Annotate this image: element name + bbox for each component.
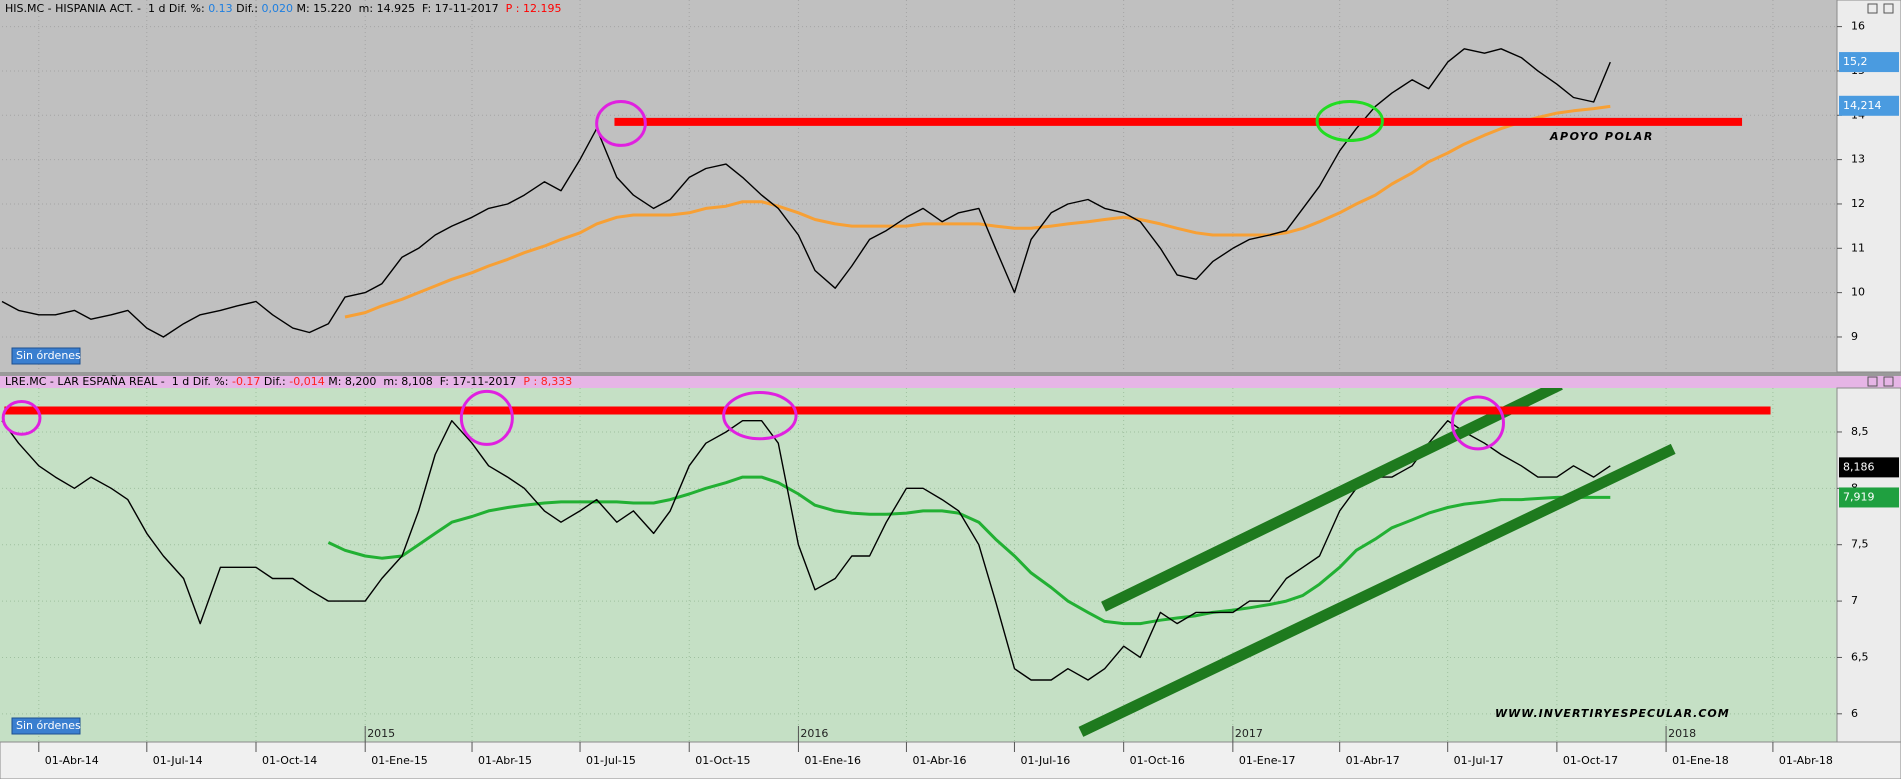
price-line	[1, 420, 1611, 681]
highlight-circle	[1450, 395, 1505, 451]
y-tick-label: 16	[1851, 20, 1865, 33]
x-tick-label: 01-Abr-15	[478, 754, 532, 767]
x-tick-label: 01-Jul-15	[586, 754, 636, 767]
orders-badge-label: Sin órdenes	[16, 349, 81, 362]
year-label: 2018	[1668, 727, 1696, 740]
x-tick-label: 01-Oct-16	[1130, 754, 1185, 767]
panel-separator	[0, 372, 1901, 376]
header-part: P : 12.195	[506, 2, 562, 15]
year-label: 2016	[800, 727, 828, 740]
x-tick-label: 01-Abr-18	[1779, 754, 1833, 767]
trend-channel-line	[1078, 443, 1676, 737]
x-tick-label: 01-Abr-17	[1346, 754, 1400, 767]
header-part: Dif.:	[233, 2, 262, 15]
orders-badge-label: Sin órdenes	[16, 719, 81, 732]
highlight-circle	[1, 400, 42, 436]
x-tick-label: 01-Ene-15	[371, 754, 428, 767]
button[interactable]	[1867, 376, 1878, 387]
y-tick-label: 10	[1851, 286, 1865, 299]
x-tick-label: 01-Oct-15	[695, 754, 750, 767]
highlight-circle	[595, 100, 647, 147]
highlight-circle	[1315, 100, 1384, 143]
last-value-label: 7,919	[1843, 490, 1875, 503]
y-tick-label: 7	[1851, 594, 1858, 607]
x-tick-label: 01-Ene-18	[1672, 754, 1729, 767]
panel-background	[0, 388, 1837, 742]
last-value-label: 15,2	[1843, 55, 1868, 68]
watermark: WWW.INVERTIRYESPECULAR.COM	[1495, 707, 1730, 720]
last-value-label: 8,186	[1843, 460, 1875, 473]
instrument-header: LRE.MC - LAR ESPAÑA REAL - 1 d Dif. %: -…	[5, 375, 572, 388]
x-tick-label: 01-Oct-17	[1563, 754, 1618, 767]
x-tick-label: 01-Ene-17	[1239, 754, 1296, 767]
x-tick-label: 01-Abr-14	[45, 754, 99, 767]
y-tick-label: 6	[1851, 707, 1858, 720]
last-value-box	[1839, 457, 1899, 478]
year-label: 2017	[1235, 727, 1263, 740]
header-part: 0,020	[261, 2, 293, 15]
highlight-circle	[722, 391, 798, 441]
annotation: APOYO POLAR	[1549, 130, 1654, 143]
header-part: -0,014	[289, 375, 324, 388]
price-axis	[1836, 387, 1901, 743]
moving-average	[327, 475, 1611, 626]
orders-badge	[11, 347, 81, 365]
header-part: M: 15.220 m: 14.925 F: 17-11-2017	[293, 2, 506, 15]
year-label: 2015	[367, 727, 395, 740]
x-tick-label: 01-Jul-17	[1454, 754, 1504, 767]
button[interactable]	[1883, 376, 1894, 387]
y-tick-label: 11	[1851, 241, 1865, 254]
last-value-box	[1839, 487, 1899, 508]
last-value-box	[1839, 95, 1899, 116]
orders-badge	[11, 717, 81, 735]
time-axis	[0, 741, 1901, 779]
moving-average	[344, 104, 1611, 319]
y-tick-label: 8,5	[1851, 425, 1869, 438]
panel-background	[0, 0, 1837, 372]
window-buttons	[1867, 3, 1894, 387]
y-tick-label: 13	[1851, 153, 1865, 166]
last-value-box	[1839, 52, 1899, 73]
price-line	[1, 48, 1611, 338]
button[interactable]	[1867, 3, 1878, 14]
x-tick-label: 01-Jul-14	[153, 754, 203, 767]
header-part: -0.17	[232, 375, 260, 388]
button[interactable]	[1883, 3, 1894, 14]
y-tick-label: 7,5	[1851, 538, 1869, 551]
highlight-circle	[459, 389, 514, 446]
x-tick-label: 01-Oct-14	[262, 754, 317, 767]
y-tick-label: 6,5	[1851, 650, 1869, 663]
y-tick-label: 12	[1851, 197, 1865, 210]
last-value-label: 14,214	[1843, 99, 1882, 112]
header-part: M: 8,200 m: 8,108 F: 17-11-2017	[325, 375, 524, 388]
header-part: Dif.:	[260, 375, 289, 388]
instrument-header: HIS.MC - HISPANIA ACT. - 1 d Dif. %: 0.1…	[5, 2, 561, 15]
x-tick-label: 01-Jul-16	[1020, 754, 1070, 767]
trend-channel-line	[1101, 388, 1563, 612]
header-strip	[0, 376, 1901, 388]
y-tick-label: 9	[1851, 330, 1858, 343]
header-part: 0.13	[208, 2, 233, 15]
header-part: LRE.MC - LAR ESPAÑA REAL - 1 d Dif. %:	[5, 375, 232, 388]
header-part: P : 8,333	[523, 375, 572, 388]
x-tick-label: 01-Abr-16	[912, 754, 966, 767]
x-tick-label: 01-Ene-16	[804, 754, 861, 767]
header-part: HIS.MC - HISPANIA ACT. - 1 d Dif. %:	[5, 2, 208, 15]
